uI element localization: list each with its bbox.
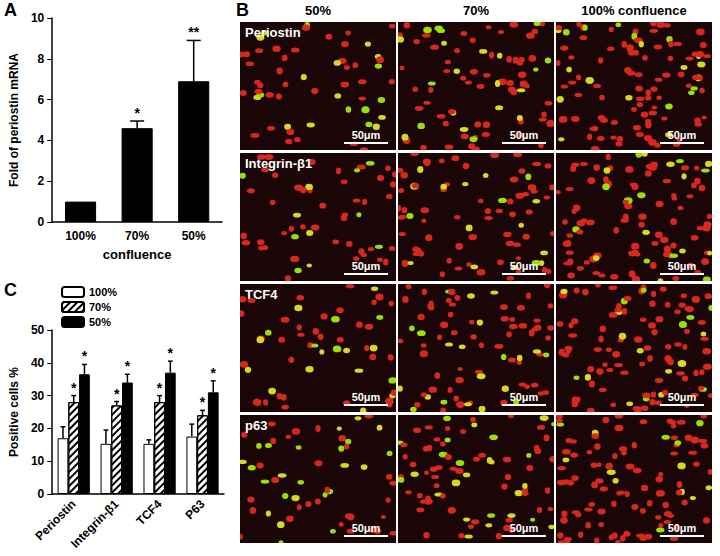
- svg-text:Fold of periostin mRNA: Fold of periostin mRNA: [7, 53, 21, 187]
- svg-text:0: 0: [38, 487, 45, 501]
- svg-text:20: 20: [31, 421, 45, 435]
- html-text:50μm: 50μm: [509, 260, 539, 272]
- svg-text:10: 10: [31, 11, 45, 25]
- html-text:70%: 70%: [463, 3, 489, 18]
- svg-text:50%: 50%: [182, 229, 206, 243]
- html-text:Integrin-β1: Integrin-β1: [245, 156, 313, 171]
- svg-text:8: 8: [38, 52, 45, 66]
- svg-text:50%: 50%: [89, 316, 111, 328]
- svg-text:6: 6: [38, 93, 45, 107]
- html-text:TCF4: TCF4: [245, 287, 278, 302]
- html-text:50μm: 50μm: [667, 522, 697, 534]
- svg-text:30: 30: [31, 389, 45, 403]
- html-text:A: A: [4, 0, 17, 20]
- html-text:50μm: 50μm: [509, 129, 539, 141]
- svg-text:10: 10: [31, 454, 45, 468]
- html-text:50μm: 50μm: [351, 522, 381, 534]
- html-text:C: C: [4, 280, 17, 300]
- svg-text:Periostin: Periostin: [32, 497, 79, 544]
- svg-text:confluence: confluence: [103, 247, 172, 262]
- svg-text:40: 40: [31, 356, 45, 370]
- svg-text:*: *: [71, 380, 77, 396]
- html-text:50μm: 50μm: [509, 522, 539, 534]
- svg-text:**: **: [188, 24, 199, 40]
- html-text:50%: 50%: [305, 3, 331, 18]
- html-text:100% confluence: 100% confluence: [581, 3, 687, 18]
- svg-text:50: 50: [31, 323, 45, 337]
- svg-text:0: 0: [38, 215, 45, 229]
- html-text:Periostin: Periostin: [245, 25, 301, 40]
- svg-text:*: *: [134, 105, 140, 121]
- svg-text:P63: P63: [183, 497, 208, 522]
- svg-text:70%: 70%: [125, 229, 149, 243]
- html-text:B: B: [236, 0, 249, 20]
- svg-text:*: *: [211, 365, 217, 381]
- html-text:50μm: 50μm: [667, 260, 697, 272]
- html-text:50μm: 50μm: [667, 391, 697, 403]
- svg-text:*: *: [157, 380, 163, 396]
- html-text:50μm: 50μm: [351, 260, 381, 272]
- html-text:50μm: 50μm: [509, 391, 539, 403]
- svg-text:*: *: [168, 345, 174, 361]
- svg-text:TCF4: TCF4: [133, 497, 164, 528]
- svg-text:Integrin-β1: Integrin-β1: [68, 497, 122, 551]
- svg-text:2: 2: [38, 174, 45, 188]
- svg-text:*: *: [82, 348, 88, 364]
- svg-text:100%: 100%: [65, 229, 96, 243]
- svg-text:4: 4: [38, 133, 45, 147]
- html-text:p63: p63: [245, 418, 268, 433]
- html-text:50μm: 50μm: [351, 129, 381, 141]
- html-text:50μm: 50μm: [667, 129, 697, 141]
- svg-text:70%: 70%: [89, 301, 111, 313]
- svg-text:*: *: [125, 358, 131, 374]
- svg-text:Positive cells %: Positive cells %: [7, 367, 21, 457]
- svg-text:*: *: [200, 394, 206, 410]
- svg-text:*: *: [114, 386, 120, 402]
- html-text:50μm: 50μm: [351, 391, 381, 403]
- svg-text:100%: 100%: [89, 286, 117, 298]
